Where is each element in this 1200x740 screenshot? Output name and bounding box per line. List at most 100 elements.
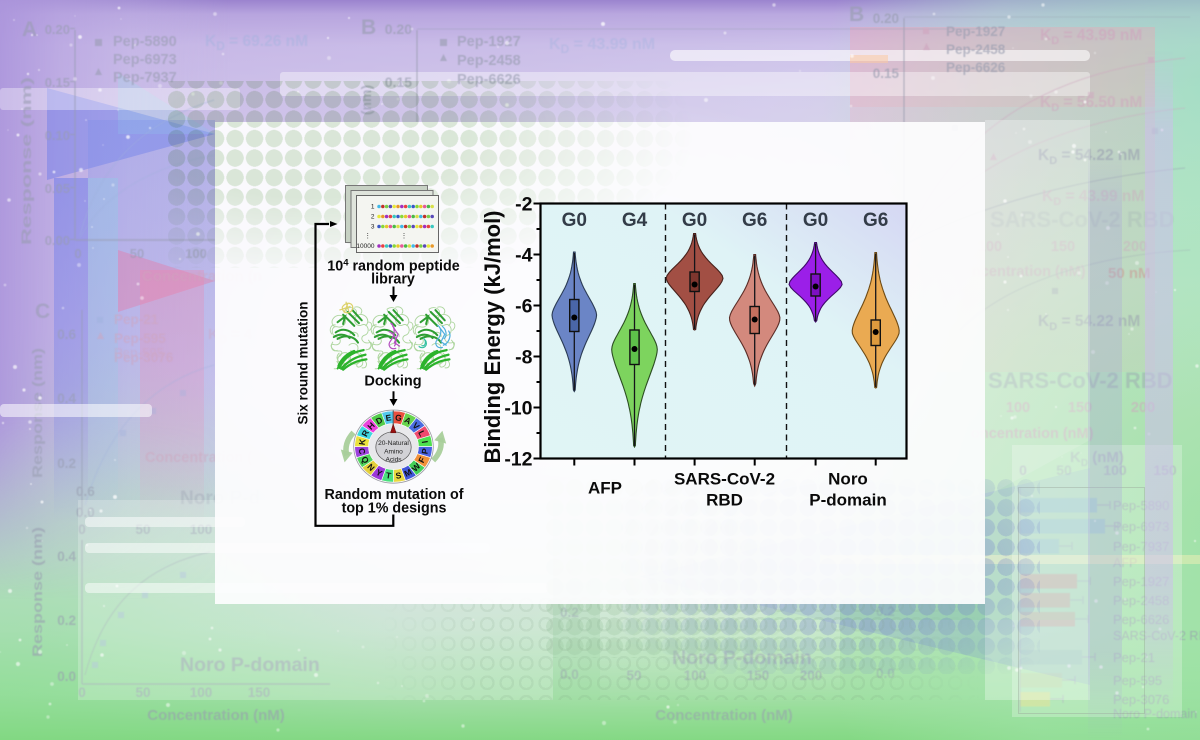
svg-text:C: C: [357, 447, 368, 455]
svg-text:AFP: AFP: [588, 479, 622, 498]
svg-text:150: 150: [1051, 239, 1075, 255]
svg-text:Noro P-domain: Noro P-domain: [180, 654, 320, 676]
svg-text:Q: Q: [359, 455, 371, 466]
svg-text:Pep-595: Pep-595: [114, 345, 164, 360]
svg-text:Concentration (nM): Concentration (nM): [655, 707, 792, 724]
svg-text:Pep-1927: Pep-1927: [946, 24, 1005, 39]
svg-text:50: 50: [1056, 462, 1072, 478]
svg-text:-12: -12: [504, 449, 532, 471]
svg-text:KD = 43.99 nM: KD = 43.99 nM: [549, 36, 655, 56]
svg-text:KD = 54.22 nM: KD = 54.22 nM: [1038, 313, 1140, 333]
svg-text:0.0: 0.0: [560, 667, 579, 682]
svg-text:Pep-21: Pep-21: [1113, 650, 1155, 665]
svg-text:Pep-7937: Pep-7937: [113, 70, 177, 86]
svg-text:-10: -10: [504, 398, 532, 420]
svg-text:M: M: [402, 467, 413, 479]
svg-text:10000: 10000: [356, 243, 374, 250]
svg-text:Pep-3076: Pep-3076: [114, 350, 174, 365]
svg-text:0: 0: [1019, 462, 1027, 478]
svg-text:P-domain: P-domain: [809, 491, 886, 510]
svg-text:Y: Y: [374, 467, 384, 479]
svg-text:R: R: [359, 428, 371, 438]
svg-text:oncentration (nM): oncentration (nM): [971, 426, 1094, 442]
svg-text:200: 200: [800, 668, 823, 683]
svg-text:top 1% designs: top 1% designs: [342, 501, 447, 517]
svg-text:Pep-2458: Pep-2458: [457, 53, 521, 69]
svg-text:ncentration (nM): ncentration (nM): [972, 264, 1086, 280]
svg-text:0: 0: [74, 246, 81, 261]
svg-text:Pep-5890: Pep-5890: [113, 34, 177, 50]
svg-text:G0: G0: [562, 210, 587, 231]
svg-text:Binding Energy (kJ/mol): Binding Energy (kJ/mol): [480, 210, 505, 463]
svg-text:0.0: 0.0: [76, 505, 95, 520]
svg-text:50: 50: [626, 668, 641, 683]
svg-text:0.2: 0.2: [876, 604, 895, 619]
svg-text:SARS-CoV-2: SARS-CoV-2: [674, 470, 775, 489]
svg-text:1: 1: [371, 204, 375, 211]
svg-text:100: 100: [1006, 400, 1030, 416]
svg-text:KD = 56.50 nM: KD = 56.50 nM: [1040, 94, 1142, 114]
svg-text:AFP: AFP: [1113, 556, 1137, 570]
svg-text:KD = 54.22 nM: KD = 54.22 nM: [1038, 147, 1140, 167]
svg-text:library: library: [371, 272, 415, 288]
svg-text:Amino: Amino: [384, 449, 403, 456]
svg-text:Noro P-domain: Noro P-domain: [1113, 707, 1197, 721]
svg-text:50: 50: [135, 685, 150, 700]
svg-text:Pep-21: Pep-21: [114, 312, 159, 327]
svg-text:0.2: 0.2: [560, 605, 579, 620]
svg-text:Noro P-domain: Noro P-domain: [672, 647, 812, 669]
svg-text:0.15: 0.15: [45, 75, 70, 90]
svg-text:0.20: 0.20: [385, 21, 412, 37]
svg-text:Noro: Noro: [828, 470, 868, 489]
svg-text:Response (nm): Response (nm): [19, 77, 34, 245]
svg-text:G: G: [394, 412, 402, 423]
svg-text:200: 200: [1123, 239, 1147, 255]
svg-text:D: D: [374, 415, 384, 427]
svg-text:-6: -6: [515, 296, 532, 318]
svg-text:Pep-6973: Pep-6973: [113, 52, 177, 68]
svg-text:0: 0: [78, 522, 86, 537]
svg-text:E: E: [385, 412, 392, 423]
svg-text:150: 150: [248, 685, 271, 700]
svg-text:G4: G4: [622, 210, 648, 231]
svg-text:I: I: [420, 440, 430, 444]
svg-text:P: P: [420, 447, 431, 454]
svg-text:0.2: 0.2: [57, 613, 76, 628]
svg-text:0.4: 0.4: [57, 391, 76, 406]
svg-text:20-Natural: 20-Natural: [378, 440, 409, 447]
svg-text:KD = 69.26 nM: KD = 69.26 nM: [205, 33, 308, 53]
svg-text:A: A: [403, 415, 413, 427]
svg-text:-8: -8: [515, 347, 532, 369]
svg-text:0.6: 0.6: [57, 327, 76, 342]
svg-text:2: 2: [371, 214, 375, 221]
svg-text:0.4: 0.4: [57, 549, 76, 564]
svg-text:50 nM: 50 nM: [1108, 265, 1151, 282]
svg-text:RBD: RBD: [706, 491, 743, 510]
svg-text:0.20: 0.20: [45, 22, 70, 37]
svg-text:100: 100: [684, 668, 707, 683]
svg-text:SARS-CoV-2 RBD: SARS-CoV-2 RBD: [990, 207, 1175, 232]
svg-text:A: A: [22, 18, 37, 41]
svg-text:Pep-595: Pep-595: [114, 331, 166, 346]
svg-text:H: H: [365, 420, 376, 431]
svg-text:0.20: 0.20: [873, 11, 899, 26]
svg-text:⋮: ⋮: [401, 233, 408, 240]
svg-text:Docking: Docking: [364, 374, 421, 390]
svg-text:S: S: [395, 470, 402, 481]
svg-text:0: 0: [78, 685, 86, 700]
svg-text:Random mutation of: Random mutation of: [325, 487, 464, 503]
svg-text:0.05: 0.05: [45, 181, 70, 196]
svg-text:0.0: 0.0: [876, 666, 895, 681]
svg-text:50: 50: [130, 246, 144, 261]
svg-text:Pep-2458: Pep-2458: [946, 42, 1006, 57]
svg-text:T: T: [385, 470, 392, 481]
svg-text:Pep-1927: Pep-1927: [457, 34, 521, 50]
svg-text:G6: G6: [742, 210, 767, 231]
svg-text:G0: G0: [803, 210, 828, 231]
svg-text:Response (nm): Response (nm): [29, 527, 45, 657]
svg-text:100: 100: [190, 685, 213, 700]
svg-text:KD = 43.99 nM: KD = 43.99 nM: [1040, 27, 1142, 47]
svg-text:Pep-6626: Pep-6626: [946, 60, 1006, 75]
svg-text:0.6: 0.6: [76, 484, 95, 499]
svg-text:F: F: [416, 455, 427, 464]
